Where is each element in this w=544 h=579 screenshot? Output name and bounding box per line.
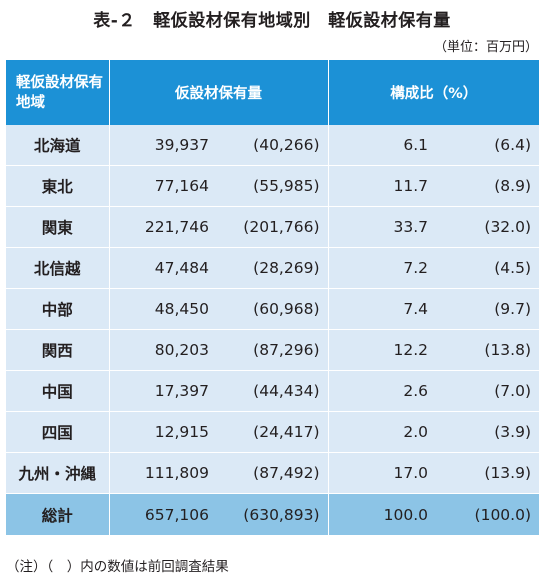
ratio-prev-cell: (32.0) — [436, 206, 539, 248]
ratio-prev-cell: (4.5) — [436, 247, 539, 289]
total-ratio-cell: 100.0 — [328, 493, 436, 535]
table-row: 東北 77,164 (55,985) 11.7 (8.9) — [6, 165, 539, 207]
ratio-cell: 12.2 — [328, 329, 436, 371]
footnote: （注）（ ）内の数値は前回調査結果 — [6, 559, 229, 575]
region-cell: 九州・沖縄 — [6, 452, 110, 494]
ratio-cell: 2.0 — [328, 411, 436, 453]
amount-cell: 77,164 — [109, 165, 217, 207]
table-row: 関西 80,203 (87,296) 12.2 (13.8) — [6, 329, 539, 371]
amount-cell: 221,746 — [109, 206, 217, 248]
table-row: 九州・沖縄 111,809 (87,492) 17.0 (13.9) — [6, 452, 539, 494]
region-cell: 四国 — [6, 411, 110, 453]
total-ratio-prev-cell: (100.0) — [436, 493, 539, 535]
amount-prev-cell: (24,417) — [217, 411, 329, 453]
ratio-cell: 7.2 — [328, 247, 436, 289]
ratio-prev-cell: (7.0) — [436, 370, 539, 412]
table-row: 四国 12,915 (24,417) 2.0 (3.9) — [6, 411, 539, 453]
region-cell: 関西 — [6, 329, 110, 371]
ratio-prev-cell: (6.4) — [436, 125, 539, 166]
ratio-prev-cell: (13.8) — [436, 329, 539, 371]
table-row: 中部 48,450 (60,968) 7.4 (9.7) — [6, 288, 539, 330]
total-amount-prev-cell: (630,893) — [217, 493, 329, 535]
ratio-prev-cell: (3.9) — [436, 411, 539, 453]
region-cell: 中部 — [6, 288, 110, 330]
header-ratio: 構成比（%） — [328, 60, 539, 125]
region-cell: 北海道 — [6, 125, 110, 166]
amount-cell: 17,397 — [109, 370, 217, 412]
ratio-cell: 17.0 — [328, 452, 436, 494]
amount-cell: 111,809 — [109, 452, 217, 494]
header-amount: 仮設材保有量 — [109, 60, 329, 125]
amount-prev-cell: (60,968) — [217, 288, 329, 330]
storage-table: 軽仮設材保有地域 仮設材保有量 構成比（%） 北海道 39,937 (40,26… — [6, 60, 539, 535]
header-row: 軽仮設材保有地域 仮設材保有量 構成比（%） — [6, 60, 539, 125]
ratio-prev-cell: (13.9) — [436, 452, 539, 494]
amount-prev-cell: (87,296) — [217, 329, 329, 371]
ratio-cell: 6.1 — [328, 125, 436, 166]
amount-cell: 47,484 — [109, 247, 217, 289]
region-cell: 関東 — [6, 206, 110, 248]
region-cell: 東北 — [6, 165, 110, 207]
header-region: 軽仮設材保有地域 — [6, 60, 110, 125]
table-row: 中国 17,397 (44,434) 2.6 (7.0) — [6, 370, 539, 412]
ratio-cell: 33.7 — [328, 206, 436, 248]
unit-label: （単位：百万円） — [433, 40, 538, 55]
amount-prev-cell: (44,434) — [217, 370, 329, 412]
amount-cell: 12,915 — [109, 411, 217, 453]
amount-cell: 48,450 — [109, 288, 217, 330]
total-row: 総計 657,106 (630,893) 100.0 (100.0) — [6, 493, 539, 535]
total-region-cell: 総計 — [6, 493, 110, 535]
amount-prev-cell: (55,985) — [217, 165, 329, 207]
amount-cell: 80,203 — [109, 329, 217, 371]
amount-prev-cell: (201,766) — [217, 206, 329, 248]
table-row: 関東 221,746 (201,766) 33.7 (32.0) — [6, 206, 539, 248]
ratio-cell: 7.4 — [328, 288, 436, 330]
region-cell: 中国 — [6, 370, 110, 412]
ratio-prev-cell: (8.9) — [436, 165, 539, 207]
region-cell: 北信越 — [6, 247, 110, 289]
table-title: 表-２ 軽仮設材保有地域別 軽仮設材保有量 — [93, 11, 451, 31]
amount-prev-cell: (40,266) — [217, 125, 329, 166]
ratio-prev-cell: (9.7) — [436, 288, 539, 330]
total-amount-cell: 657,106 — [109, 493, 217, 535]
ratio-cell: 2.6 — [328, 370, 436, 412]
amount-prev-cell: (87,492) — [217, 452, 329, 494]
table-row: 北信越 47,484 (28,269) 7.2 (4.5) — [6, 247, 539, 289]
amount-prev-cell: (28,269) — [217, 247, 329, 289]
amount-cell: 39,937 — [109, 125, 217, 166]
ratio-cell: 11.7 — [328, 165, 436, 207]
table-row: 北海道 39,937 (40,266) 6.1 (6.4) — [6, 125, 539, 166]
